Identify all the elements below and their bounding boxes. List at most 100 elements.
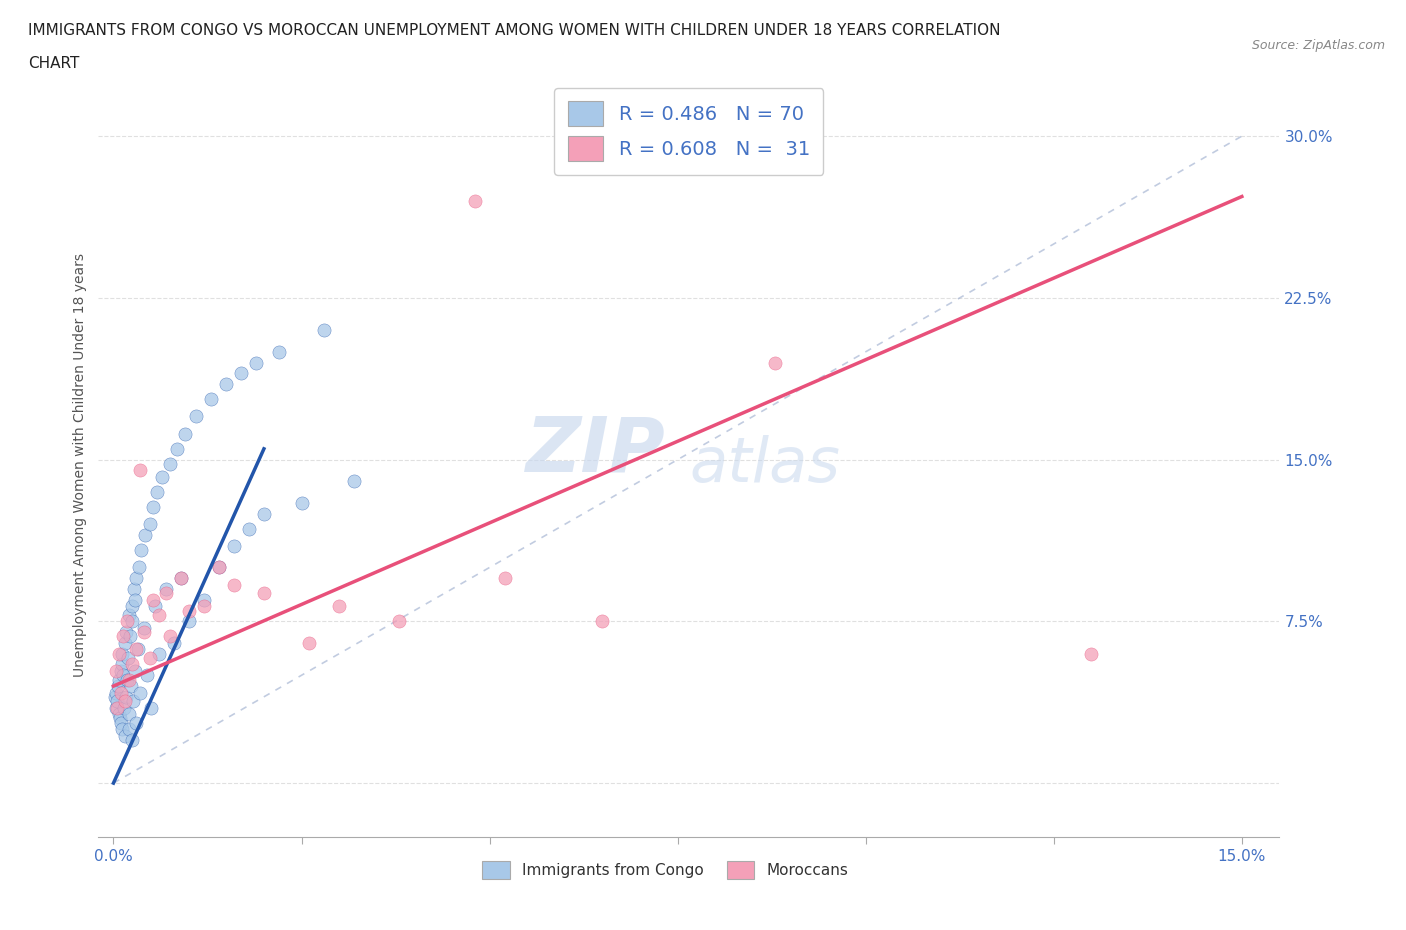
Immigrants from Congo [150, 470, 173, 485]
Immigrants from Congo [105, 685, 128, 700]
Text: IMMIGRANTS FROM CONGO VS MOROCCAN UNEMPLOYMENT AMONG WOMEN WITH CHILDREN UNDER 1: IMMIGRANTS FROM CONGO VS MOROCCAN UNEMPL… [28, 23, 1001, 38]
Immigrants from Congo [115, 689, 138, 704]
Moroccans [108, 646, 131, 661]
Moroccans [121, 657, 143, 671]
Immigrants from Congo [290, 496, 312, 511]
Moroccans [112, 629, 135, 644]
Immigrants from Congo [159, 457, 181, 472]
Immigrants from Congo [174, 426, 197, 441]
Immigrants from Congo [177, 614, 200, 629]
Moroccans [170, 571, 193, 586]
Immigrants from Congo [114, 728, 136, 743]
Immigrants from Congo [253, 506, 276, 521]
Legend: Immigrants from Congo, Moroccans: Immigrants from Congo, Moroccans [477, 856, 855, 885]
Immigrants from Congo [121, 614, 143, 629]
Moroccans [253, 586, 276, 601]
Immigrants from Congo [267, 344, 290, 359]
Immigrants from Congo [193, 592, 215, 607]
Moroccans [591, 614, 613, 629]
Immigrants from Congo [112, 700, 135, 715]
Immigrants from Congo [136, 668, 159, 683]
Moroccans [222, 578, 245, 592]
Immigrants from Congo [114, 635, 136, 650]
Moroccans [328, 599, 350, 614]
Immigrants from Congo [138, 517, 160, 532]
Moroccans [193, 599, 215, 614]
Immigrants from Congo [143, 599, 166, 614]
Immigrants from Congo [125, 715, 148, 730]
Immigrants from Congo [114, 625, 136, 640]
Immigrants from Congo [117, 607, 139, 622]
Text: atlas: atlas [689, 435, 839, 495]
Immigrants from Congo [134, 527, 156, 542]
Immigrants from Congo [120, 679, 142, 694]
Moroccans [132, 625, 155, 640]
Immigrants from Congo [222, 538, 245, 553]
Immigrants from Congo [132, 620, 155, 635]
Moroccans [148, 607, 170, 622]
Moroccans [177, 604, 200, 618]
Immigrants from Congo [142, 499, 165, 514]
Moroccans [464, 193, 486, 208]
Immigrants from Congo [105, 694, 128, 709]
Immigrants from Congo [314, 323, 336, 338]
Immigrants from Congo [166, 442, 188, 457]
Immigrants from Congo [110, 711, 132, 725]
Immigrants from Congo [343, 473, 366, 488]
Immigrants from Congo [117, 651, 139, 666]
Immigrants from Congo [215, 377, 238, 392]
Moroccans [142, 592, 165, 607]
Immigrants from Congo [118, 629, 141, 644]
Moroccans [208, 560, 231, 575]
Moroccans [138, 651, 160, 666]
Text: Source: ZipAtlas.com: Source: ZipAtlas.com [1251, 39, 1385, 52]
Immigrants from Congo [121, 733, 143, 748]
Moroccans [155, 586, 177, 601]
Immigrants from Congo [104, 689, 127, 704]
Text: ZIP: ZIP [526, 413, 665, 487]
Y-axis label: Unemployment Among Women with Children Under 18 years: Unemployment Among Women with Children U… [73, 253, 87, 677]
Immigrants from Congo [231, 365, 253, 380]
Immigrants from Congo [128, 560, 150, 575]
Immigrants from Congo [139, 700, 162, 715]
Immigrants from Congo [112, 668, 135, 683]
Immigrants from Congo [200, 392, 222, 406]
Immigrants from Congo [163, 635, 186, 650]
Immigrants from Congo [111, 722, 134, 737]
Immigrants from Congo [111, 646, 134, 661]
Immigrants from Congo [124, 592, 146, 607]
Moroccans [114, 694, 136, 709]
Immigrants from Congo [115, 672, 138, 687]
Immigrants from Congo [129, 543, 152, 558]
Moroccans [298, 635, 321, 650]
Immigrants from Congo [124, 663, 146, 678]
Moroccans [104, 663, 127, 678]
Immigrants from Congo [238, 521, 260, 536]
Immigrants from Congo [108, 672, 131, 687]
Moroccans [159, 629, 181, 644]
Moroccans [765, 355, 787, 370]
Moroccans [128, 463, 150, 478]
Immigrants from Congo [110, 715, 132, 730]
Immigrants from Congo [125, 571, 148, 586]
Immigrants from Congo [170, 571, 193, 586]
Immigrants from Congo [128, 685, 150, 700]
Immigrants from Congo [117, 722, 139, 737]
Moroccans [494, 571, 516, 586]
Immigrants from Congo [107, 707, 129, 722]
Moroccans [117, 672, 139, 687]
Immigrants from Congo [127, 642, 149, 657]
Text: CHART: CHART [28, 56, 80, 71]
Immigrants from Congo [122, 694, 145, 709]
Immigrants from Congo [208, 560, 231, 575]
Moroccans [110, 685, 132, 700]
Moroccans [1080, 646, 1102, 661]
Immigrants from Congo [245, 355, 267, 370]
Moroccans [105, 700, 128, 715]
Moroccans [115, 614, 138, 629]
Immigrants from Congo [186, 409, 208, 424]
Immigrants from Congo [146, 485, 169, 499]
Immigrants from Congo [111, 657, 134, 671]
Immigrants from Congo [118, 707, 141, 722]
Immigrants from Congo [104, 700, 127, 715]
